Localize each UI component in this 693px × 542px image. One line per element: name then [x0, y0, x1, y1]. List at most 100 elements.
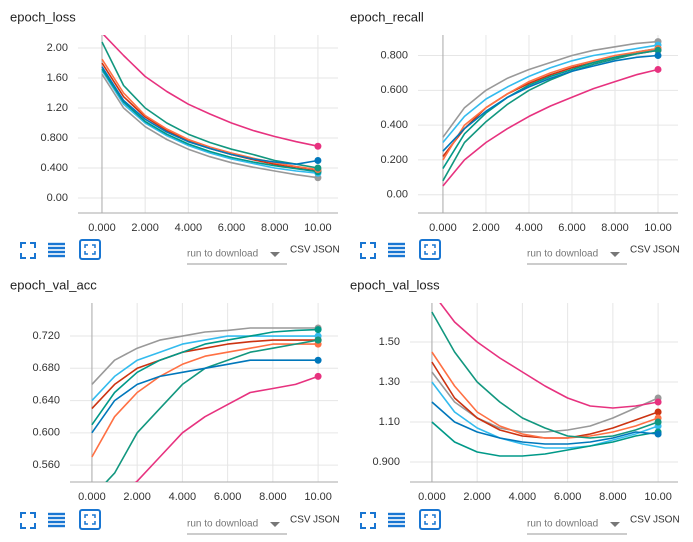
- series-line: [91, 339, 319, 410]
- toggle-log-button[interactable]: [48, 512, 65, 528]
- series-line: [91, 327, 319, 385]
- series-line: [101, 66, 319, 165]
- fullscreen-button[interactable]: [20, 512, 36, 529]
- json-link[interactable]: JSON: [653, 515, 680, 526]
- csv-link[interactable]: CSV: [290, 515, 311, 526]
- series-end-marker: [654, 52, 662, 60]
- series-end-marker: [654, 430, 662, 438]
- y-tick-label: 2.00: [47, 42, 68, 54]
- toggle-log-button[interactable]: [388, 242, 405, 258]
- series-line: [101, 68, 319, 173]
- chart-card: epoch_recall 0.00 0.200 0.400 0.600 0.800 0.00…: [350, 9, 680, 265]
- run-dropdown[interactable]: run to download: [527, 519, 627, 535]
- fullscreen-button[interactable]: [20, 242, 36, 259]
- chart-title: epoch_val_acc: [10, 277, 97, 292]
- series-line: [431, 421, 659, 457]
- chart-card: epoch_val_loss 0.900 1.10 1.30 1.50 0.000 2.00…: [350, 277, 680, 535]
- icon: [48, 250, 65, 254]
- icon: [388, 516, 405, 520]
- series-line: [431, 381, 659, 449]
- fullscreen-button[interactable]: [360, 512, 376, 529]
- fit-domain-button[interactable]: [79, 239, 101, 260]
- x-tick-label: 8.000: [259, 491, 287, 503]
- icon: [20, 242, 36, 259]
- toggle-log-button[interactable]: [48, 242, 65, 258]
- csv-link[interactable]: CSV: [630, 515, 651, 526]
- icon: [79, 239, 101, 260]
- icon: [79, 509, 101, 530]
- x-tick-label: 6.000: [218, 222, 246, 234]
- fit-domain-button[interactable]: [419, 239, 441, 260]
- fit-domain-button[interactable]: [79, 509, 101, 530]
- series-line: [101, 73, 319, 179]
- run-dropdown[interactable]: run to download: [527, 249, 627, 265]
- x-tick-label: 6.000: [554, 491, 582, 503]
- x-tick-label: 6.000: [214, 491, 242, 503]
- y-tick-label: 1.60: [47, 72, 68, 84]
- x-tick-label: 0.000: [418, 491, 446, 503]
- y-tick-label: 0.680: [32, 362, 60, 374]
- series-line: [442, 49, 659, 157]
- icon: [84, 514, 96, 525]
- series-line: [442, 68, 659, 187]
- y-tick-label: 0.00: [387, 189, 408, 201]
- y-tick-label: 0.600: [380, 84, 408, 96]
- icon: [48, 242, 65, 246]
- dropdown-arrow: [610, 252, 620, 257]
- series-line: [431, 371, 659, 433]
- icon: [388, 254, 405, 258]
- y-tick-label: 1.20: [47, 102, 68, 114]
- y-tick-label: 0.560: [32, 459, 60, 471]
- series-end-marker: [314, 142, 322, 150]
- y-tick-label: 0.400: [380, 119, 408, 131]
- csv-link[interactable]: CSV: [290, 245, 311, 256]
- x-tick-label: 4.000: [169, 491, 197, 503]
- fullscreen-button[interactable]: [360, 242, 376, 259]
- chart-card: epoch_loss 0.00 0.400 0.800 1.20 1.60 2.00 0.00…: [10, 9, 340, 265]
- icon: [48, 246, 65, 250]
- x-tick-label: 10.00: [644, 491, 672, 503]
- toggle-log-button[interactable]: [388, 512, 405, 528]
- run-dropdown[interactable]: run to download: [187, 519, 287, 535]
- series-end-marker: [654, 398, 662, 406]
- json-link[interactable]: JSON: [653, 245, 680, 256]
- icon: [48, 512, 65, 516]
- y-tick-label: 0.00: [47, 192, 68, 204]
- fit-domain-button[interactable]: [419, 509, 441, 530]
- series-line: [91, 328, 319, 426]
- y-tick-label: 1.50: [379, 336, 400, 348]
- plot-lines: [101, 35, 322, 182]
- series-end-marker: [314, 164, 322, 172]
- dropdown-arrow: [610, 522, 620, 527]
- series-line: [91, 343, 319, 458]
- dropdown-arrow: [270, 522, 280, 527]
- series-end-marker: [314, 156, 322, 164]
- x-tick-label: 8.000: [599, 491, 627, 503]
- dropdown-placeholder: run to download: [527, 519, 598, 530]
- series-end-marker: [654, 418, 662, 426]
- icon: [419, 509, 441, 530]
- series-line: [91, 359, 319, 434]
- icon: [84, 244, 96, 255]
- x-tick-label: 4.000: [509, 491, 537, 503]
- x-tick-label: 2.000: [472, 222, 500, 234]
- icon: [48, 520, 65, 524]
- series-line: [442, 40, 659, 138]
- chart-card: epoch_val_acc 0.560 0.600 0.640 0.680 0.720 0.…: [10, 277, 340, 535]
- series-end-marker: [314, 326, 322, 334]
- icon: [48, 524, 65, 528]
- series-end-marker: [654, 46, 662, 54]
- json-link[interactable]: JSON: [313, 245, 340, 256]
- series-line: [134, 375, 319, 482]
- y-tick-label: 0.720: [32, 330, 60, 342]
- y-tick-label: 0.600: [32, 427, 60, 439]
- series-line: [105, 339, 319, 482]
- icon: [20, 512, 36, 529]
- series-end-marker: [654, 408, 662, 416]
- run-dropdown[interactable]: run to download: [187, 249, 287, 265]
- csv-link[interactable]: CSV: [630, 245, 651, 256]
- plot-lines: [431, 303, 662, 457]
- json-link[interactable]: JSON: [313, 515, 340, 526]
- y-tick-label: 0.800: [40, 132, 68, 144]
